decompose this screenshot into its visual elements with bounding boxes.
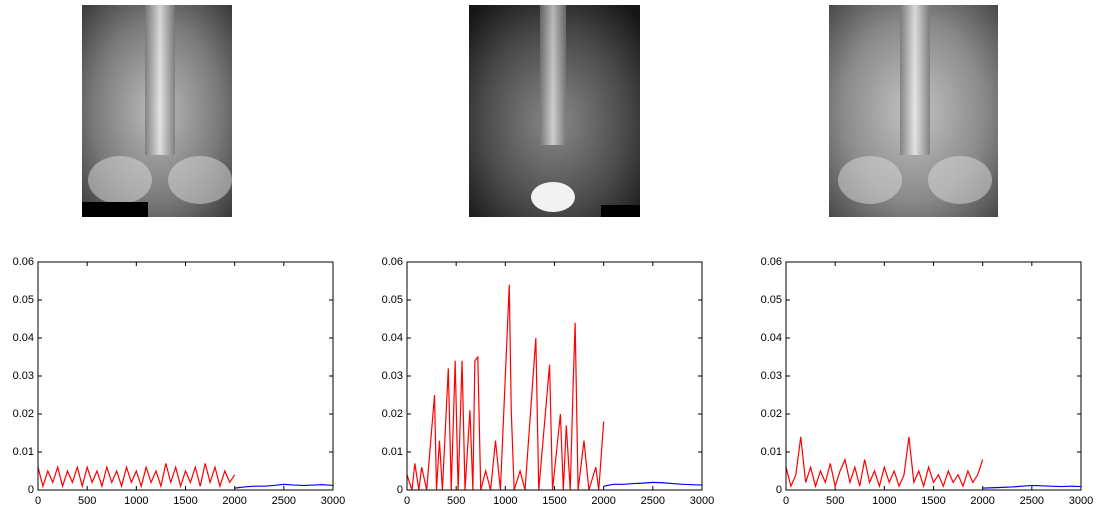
xray-image <box>469 5 640 217</box>
y-tick-label: 0 <box>28 484 34 496</box>
y-tick-label: 0.02 <box>761 408 782 420</box>
xray-image <box>82 5 232 217</box>
series-line <box>37 463 236 489</box>
plot-frame <box>37 261 334 491</box>
y-tick-label: 0.05 <box>13 294 34 306</box>
plot-frame <box>406 261 703 491</box>
series-line <box>603 481 703 487</box>
x-tick-label: 0 <box>783 495 789 507</box>
y-tick-label: 0.03 <box>13 370 34 382</box>
x-tick-label: 1500 <box>542 495 566 507</box>
x-tick-label: 1000 <box>493 495 517 507</box>
y-tick-label: 0.02 <box>382 408 403 420</box>
x-tick-label: 2500 <box>641 495 665 507</box>
series-line <box>406 284 605 491</box>
y-tick-label: 0.06 <box>13 256 34 268</box>
series-line <box>785 436 984 489</box>
y-tick-label: 0.01 <box>382 446 403 458</box>
y-tick-label: 0.01 <box>13 446 34 458</box>
y-tick-label: 0.06 <box>382 256 403 268</box>
y-tick-label: 0.02 <box>13 408 34 420</box>
x-tick-label: 1000 <box>124 495 148 507</box>
y-tick-label: 0.05 <box>382 294 403 306</box>
x-tick-label: 500 <box>447 495 465 507</box>
y-tick-label: 0.01 <box>761 446 782 458</box>
y-tick-label: 0.03 <box>761 370 782 382</box>
x-tick-label: 2000 <box>591 495 615 507</box>
y-tick-label: 0 <box>776 484 782 496</box>
x-tick-label: 1500 <box>921 495 945 507</box>
y-tick-label: 0 <box>397 484 403 496</box>
y-tick-label: 0.04 <box>382 332 403 344</box>
x-tick-label: 1500 <box>173 495 197 507</box>
x-tick-label: 3000 <box>321 495 345 507</box>
x-tick-label: 2000 <box>970 495 994 507</box>
y-tick-label: 0.04 <box>761 332 782 344</box>
xray-image <box>829 5 998 217</box>
y-tick-label: 0.06 <box>761 256 782 268</box>
x-tick-label: 2500 <box>272 495 296 507</box>
x-tick-label: 3000 <box>690 495 714 507</box>
series-line <box>982 484 1082 489</box>
x-tick-label: 0 <box>35 495 41 507</box>
x-tick-label: 2000 <box>222 495 246 507</box>
x-tick-label: 0 <box>404 495 410 507</box>
x-tick-label: 1000 <box>872 495 896 507</box>
x-tick-label: 3000 <box>1069 495 1093 507</box>
x-tick-label: 500 <box>78 495 96 507</box>
x-tick-label: 2500 <box>1020 495 1044 507</box>
y-tick-label: 0.04 <box>13 332 34 344</box>
y-tick-label: 0.03 <box>382 370 403 382</box>
plot-frame <box>785 261 1082 491</box>
x-tick-label: 500 <box>826 495 844 507</box>
y-tick-label: 0.05 <box>761 294 782 306</box>
series-line <box>234 483 334 489</box>
